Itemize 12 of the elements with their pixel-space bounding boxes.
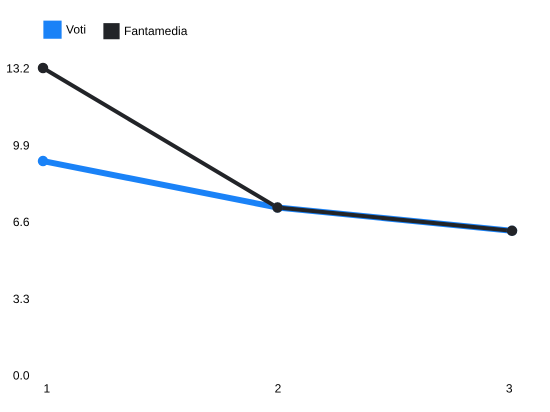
y-tick-label: 6.6 bbox=[12, 215, 30, 229]
point bbox=[38, 156, 48, 166]
x-tick-label: 3 bbox=[506, 382, 513, 396]
y-tick-label: 0.0 bbox=[12, 368, 30, 382]
x-tick-label: 1 bbox=[44, 382, 50, 396]
x-tick-label: 2 bbox=[274, 382, 282, 396]
legend-label: Fantamedia bbox=[124, 24, 188, 38]
point bbox=[38, 62, 48, 74]
y-tick-label: 13.2 bbox=[6, 62, 30, 76]
y-tick-label: 9.9 bbox=[12, 138, 30, 152]
y-tick-label: 3.3 bbox=[12, 292, 30, 306]
legend-label: Voti bbox=[66, 22, 86, 37]
